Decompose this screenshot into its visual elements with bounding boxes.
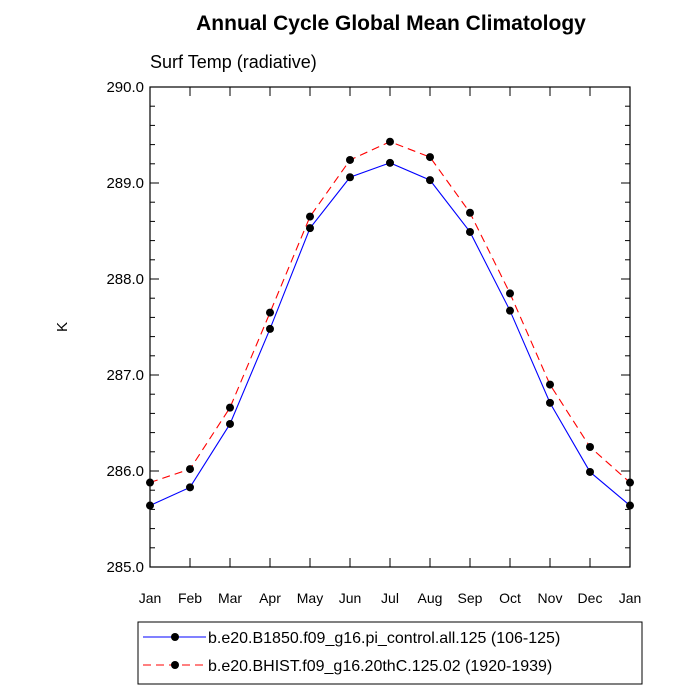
series-1-point	[226, 419, 234, 428]
series-line-2	[149, 141, 631, 484]
x-tick-label: Feb	[178, 590, 202, 606]
y-tick-label: 287.0	[106, 367, 144, 384]
series-2-point	[346, 155, 354, 164]
series-2-point	[586, 443, 594, 451]
y-tick-label: 289.0	[106, 175, 144, 192]
series-2-point	[506, 289, 514, 298]
series-2-point	[306, 212, 314, 221]
x-tick-label: Oct	[499, 590, 521, 606]
y-axis-title: K	[54, 322, 71, 332]
series-1-point	[546, 398, 554, 407]
series-2-point	[426, 153, 434, 162]
x-tick-label: Dec	[578, 590, 603, 606]
series-1-point	[506, 306, 514, 315]
series-1-point	[306, 224, 314, 233]
x-tick-label: Sep	[458, 590, 483, 606]
legend-label-1: b.e20.B1850.f09_g16.pi_control.all.125 (…	[208, 630, 560, 647]
series-1-point	[146, 501, 154, 510]
series-1-point	[346, 173, 354, 182]
series-1-point	[426, 176, 434, 185]
y-tick-label: 288.0	[106, 271, 144, 288]
chart-title: Annual Cycle Global Mean Climatology	[196, 12, 586, 35]
series-1-point	[466, 227, 474, 236]
legend: b.e20.B1850.f09_g16.pi_control.all.125 (…	[137, 621, 643, 685]
series-1-point	[626, 501, 634, 510]
axis-ticks: 285.0 286.0 287.0 288.0 289.0 290.0 Jan Feb Mar A…	[106, 79, 641, 606]
chart-subtitle: Surf Temp (radiative)	[150, 52, 317, 72]
series-1-point	[266, 324, 274, 333]
series-2-point	[626, 478, 634, 487]
x-tick-label: Aug	[418, 590, 443, 606]
legend-marker-2	[171, 661, 179, 669]
x-tick-label: Apr	[259, 590, 281, 606]
series-1-point	[386, 158, 394, 167]
x-tick-label: Jul	[381, 590, 399, 606]
x-tick-label: Nov	[538, 590, 563, 606]
legend-label-2: b.e20.BHIST.f09_g16.20thC.125.02 (1920-1…	[208, 658, 552, 675]
x-tick-label: Jan	[619, 590, 642, 606]
series-2-point	[266, 308, 274, 317]
series-2-point	[546, 380, 554, 389]
x-tick-label: Jun	[339, 590, 362, 606]
y-tick-label: 285.0	[106, 559, 144, 576]
series-2-point	[466, 208, 474, 217]
series-line-1	[149, 162, 631, 507]
series-2-point	[186, 465, 194, 474]
series-2-point	[226, 403, 234, 412]
series-2-point	[146, 478, 154, 487]
series-2-point	[386, 137, 394, 146]
x-tick-label: May	[297, 590, 323, 606]
series-layer	[146, 137, 634, 510]
y-tick-label: 290.0	[106, 79, 144, 96]
x-tick-label: Mar	[218, 590, 242, 606]
series-1-point	[586, 467, 594, 476]
series-1-point	[186, 483, 194, 492]
x-tick-label: Jan	[139, 590, 162, 606]
y-tick-label: 286.0	[106, 463, 144, 480]
legend-marker-1	[171, 633, 179, 641]
legend-box	[137, 621, 643, 685]
